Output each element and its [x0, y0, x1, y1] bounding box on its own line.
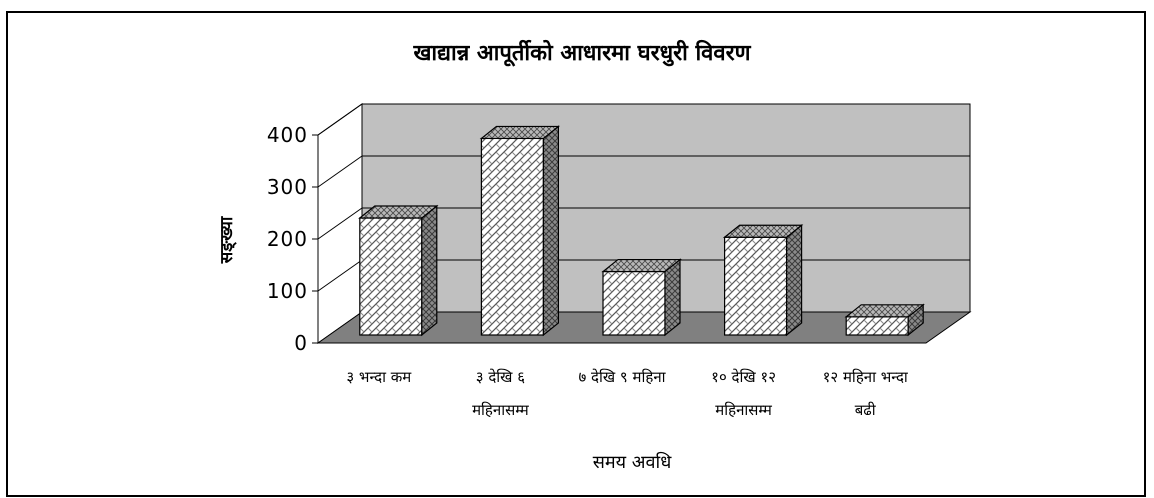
plot-area [312, 103, 972, 344]
x-axis-label: समय अवधि [593, 451, 673, 473]
bar-front [845, 316, 909, 336]
y-tick-label: 0 [294, 331, 308, 355]
gridline-side [317, 207, 363, 240]
bar-side [785, 223, 803, 337]
x-tick-label: १२ महिना भन्दा [823, 368, 909, 386]
y-tick-label: 300 [267, 175, 308, 199]
y-tick-label: 100 [267, 279, 308, 303]
gridline-side [317, 155, 363, 188]
x-tick-label: ३ भन्दा कम [346, 368, 412, 386]
bar [479, 125, 561, 337]
gridline-side [317, 259, 363, 292]
bar [844, 303, 925, 337]
x-tick-label: महिनासम्म [472, 401, 530, 419]
bar [722, 223, 804, 337]
x-tick-label: महिनासम्म [715, 401, 773, 419]
bar-front [723, 236, 788, 336]
bar-side [421, 204, 438, 337]
y-tick-label: 200 [267, 227, 308, 251]
x-tick-label: ७ देखि ९ महिना [578, 368, 666, 386]
bar-top [479, 125, 561, 140]
bar-side [664, 258, 681, 337]
y-tick-labels: 0 100 200 300 400 [267, 123, 308, 355]
bar-top [722, 224, 804, 238]
y-tick-label: 400 [267, 123, 308, 147]
gridline-side [317, 103, 363, 136]
x-tick-label: बढी [855, 401, 877, 419]
x-tick-labels: ३ भन्दा कम ३ देखि ६ महिनासम्म ७ देखि ९ महिन… [346, 368, 909, 419]
bar [358, 204, 439, 337]
x-tick-label: १० देखि १२ [711, 368, 776, 386]
chart-frame [6, 11, 1146, 497]
x-tick-label: ३ देखि ६ [476, 368, 525, 386]
chart-title: खाद्यान्न आपूर्तीको आधारमा घरधुरी विवरण [412, 39, 751, 67]
bar-top [358, 205, 439, 219]
bar-top [844, 304, 925, 318]
bar-side [542, 125, 560, 337]
y-axis-label: सङ्ख्या [217, 216, 237, 264]
bar-front [480, 137, 544, 336]
bar-top [601, 258, 682, 273]
bar-front [359, 217, 423, 336]
bar [601, 258, 682, 337]
bar-front [602, 270, 666, 336]
